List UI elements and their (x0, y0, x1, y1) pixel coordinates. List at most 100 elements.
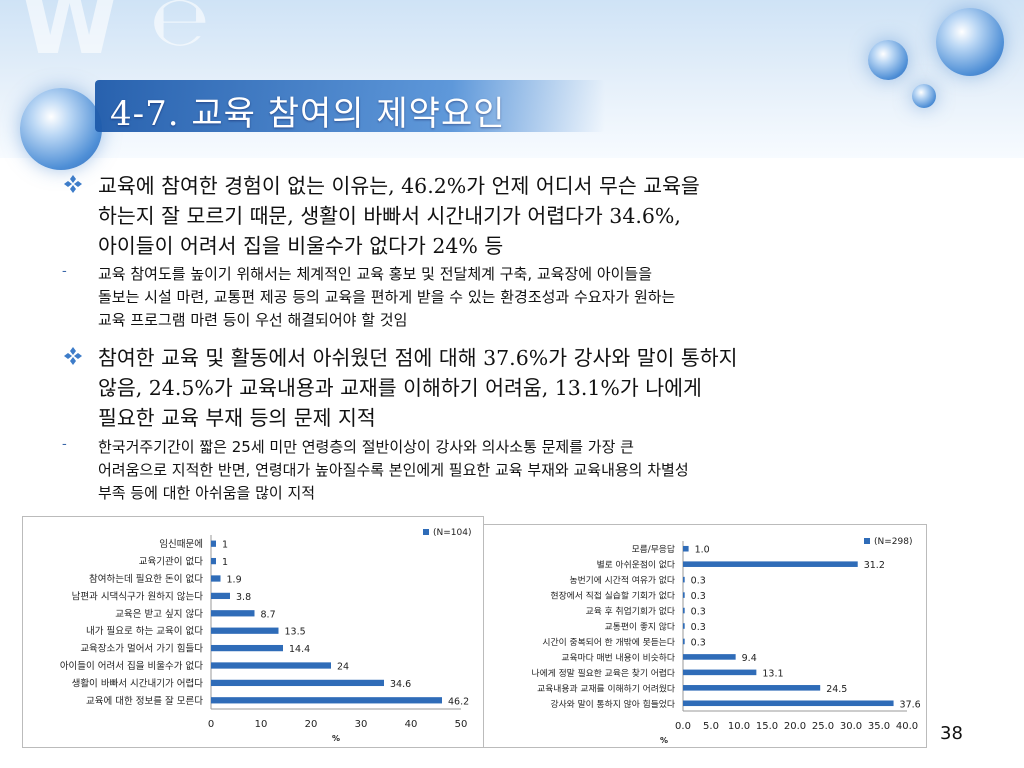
category-label: 아이들이 어려서 집을 비울수가 없다 (60, 660, 203, 672)
legend-swatch (423, 529, 429, 535)
bar-chart-left: 임신때문에 1 교육기관이 없다 1 참여하는데 필요한 돈이 없다 1.9 남편과 시댁식… (60, 528, 472, 743)
bar (683, 685, 821, 691)
data-label: 0.3 (691, 607, 706, 618)
bar (683, 654, 736, 660)
tick-label: 15.0 (756, 721, 778, 732)
data-label: 0.3 (691, 591, 706, 602)
diamond-bullet-icon (64, 175, 82, 193)
bar (211, 540, 216, 547)
tick-label: 40.0 (896, 721, 918, 732)
bar (211, 557, 216, 565)
watermark-decoration: ℮ (150, 0, 210, 62)
category-label: 강사와 말이 통하지 않아 힘들었다 (551, 698, 676, 710)
bullet-text: 참여한 교육 및 활동에서 아쉬웠던 점에 대해 37.6%가 강사와 말이 통… (98, 346, 738, 430)
x-axis-label: % (660, 736, 668, 745)
tick-label: 5.0 (703, 721, 719, 732)
category-label: 참여하는데 필요한 돈이 없다 (89, 573, 203, 585)
tick-label: 0 (208, 719, 214, 730)
bar (683, 561, 858, 567)
category-label: 생활이 바빠서 시간내기가 어렵다 (72, 677, 204, 689)
x-axis-label: % (332, 734, 340, 743)
bar (211, 662, 331, 669)
watermark-decoration: W (20, 0, 120, 75)
data-label: 13.5 (285, 627, 306, 638)
data-label: 1.0 (695, 545, 710, 556)
bar (683, 607, 685, 614)
category-label: 모름/무응답 (632, 543, 675, 555)
category-label: 남편과 시댁식구가 원하지 않는다 (72, 590, 204, 602)
bar (211, 575, 221, 582)
tick-label: 30.0 (840, 721, 862, 732)
data-label: 0.3 (691, 637, 706, 648)
category-label: 내가 필요로 하는 교육이 없다 (86, 625, 203, 637)
page-number: 38 (940, 723, 963, 744)
bar-chart-right: 모름/무응답 1.0 별로 아쉬운점이 없다 31.2 농번기에 시간적 여유가 없다 0… (532, 537, 921, 745)
bullet-text: 교육에 참여한 경험이 없는 이유는, 46.2%가 언제 어디서 무슨 교육을… (98, 174, 700, 258)
tick-label: 10 (255, 719, 268, 730)
category-label: 교육기관이 없다 (139, 556, 203, 568)
data-label: 0.3 (691, 622, 706, 633)
category-label: 교육장소가 멀어서 가기 힘들다 (80, 643, 203, 655)
tick-label: 25.0 (812, 721, 834, 732)
data-label: 1 (222, 540, 228, 551)
category-label: 농번기에 시간적 여유가 없다 (569, 574, 675, 586)
title-bar (95, 80, 605, 132)
sub-text: 한국거주기간이 짧은 25세 미만 연령층의 절반이상이 강사와 의사소통 문제… (98, 438, 689, 502)
bar (211, 610, 255, 617)
category-label: 교육 후 취업기회가 없다 (586, 606, 675, 617)
chart-panel-right: 모름/무응답 1.0 별로 아쉬운점이 없다 31.2 농번기에 시간적 여유가 없다 0… (483, 524, 927, 748)
data-label: 46.2 (448, 696, 469, 707)
bar (683, 545, 689, 552)
orb-decoration (20, 88, 102, 170)
bar (683, 638, 685, 645)
dash-marker: - (62, 436, 67, 452)
bar (683, 700, 894, 707)
sub-text: 교육 참여도를 높이기 위해서는 체계적인 교육 홍보 및 전달체계 구축, 교… (98, 265, 676, 329)
bar (683, 576, 685, 583)
tick-label: 0.0 (675, 721, 691, 732)
bar (211, 679, 384, 687)
chart-panel-left: 임신때문에 1 교육기관이 없다 1 참여하는데 필요한 돈이 없다 1.9 남편과 시댁식… (22, 516, 484, 748)
tick-label: 35.0 (868, 721, 890, 732)
data-label: 8.7 (261, 609, 276, 620)
data-label: 13.1 (762, 668, 783, 679)
data-label: 24.5 (826, 684, 847, 695)
legend-swatch (864, 538, 870, 544)
data-label: 14.4 (289, 644, 310, 655)
category-label: 교육내용과 교재를 이해하기 어려웠다 (537, 682, 675, 694)
tick-label: 20 (305, 719, 318, 730)
bar (683, 623, 685, 629)
category-label: 별로 아쉬운점이 없다 (597, 559, 675, 571)
legend-label: (N=104) (433, 528, 471, 538)
data-label: 24 (337, 662, 349, 673)
dash-marker: - (62, 263, 67, 279)
orb-decoration (912, 84, 936, 108)
tick-label: 30 (355, 719, 368, 730)
sub-item: - 교육 참여도를 높이기 위해서는 체계적인 교육 홍보 및 전달체계 구축,… (62, 263, 982, 332)
data-label: 34.6 (390, 679, 411, 690)
tick-label: 10.0 (728, 721, 750, 732)
diamond-bullet-icon (64, 347, 82, 365)
bar (211, 627, 279, 634)
tick-label: 20.0 (784, 721, 806, 732)
data-label: 3.8 (236, 592, 251, 603)
category-label: 현장에서 직접 실습할 기회가 없다 (551, 590, 676, 602)
slide-title: 4-7. 교육 참여의 제약요인 (110, 94, 506, 134)
data-label: 9.4 (742, 653, 757, 664)
category-label: 시간이 중복되어 한 개밖에 못듣는다 (542, 637, 675, 648)
category-label: 나에게 정말 필요한 교육은 찾기 어렵다 (532, 667, 675, 679)
bullet-item: 교육에 참여한 경험이 없는 이유는, 46.2%가 언제 어디서 무슨 교육을… (64, 171, 964, 261)
orb-decoration (936, 8, 1004, 76)
tick-label: 50 (455, 719, 468, 730)
category-label: 교육에 대한 정보를 잘 모른다 (86, 695, 203, 707)
data-label: 31.2 (864, 560, 885, 571)
bar (211, 644, 283, 652)
orb-decoration (868, 40, 908, 80)
category-label: 교육마다 매번 내용이 비슷하다 (561, 652, 675, 663)
bar (683, 592, 685, 598)
data-label: 1.9 (227, 575, 242, 586)
category-label: 교육은 받고 싶지 않다 (115, 609, 203, 620)
data-label: 1 (222, 557, 228, 568)
tick-label: 40 (405, 719, 418, 730)
sub-item: - 한국거주기간이 짧은 25세 미만 연령층의 절반이상이 강사와 의사소통 … (62, 436, 982, 505)
